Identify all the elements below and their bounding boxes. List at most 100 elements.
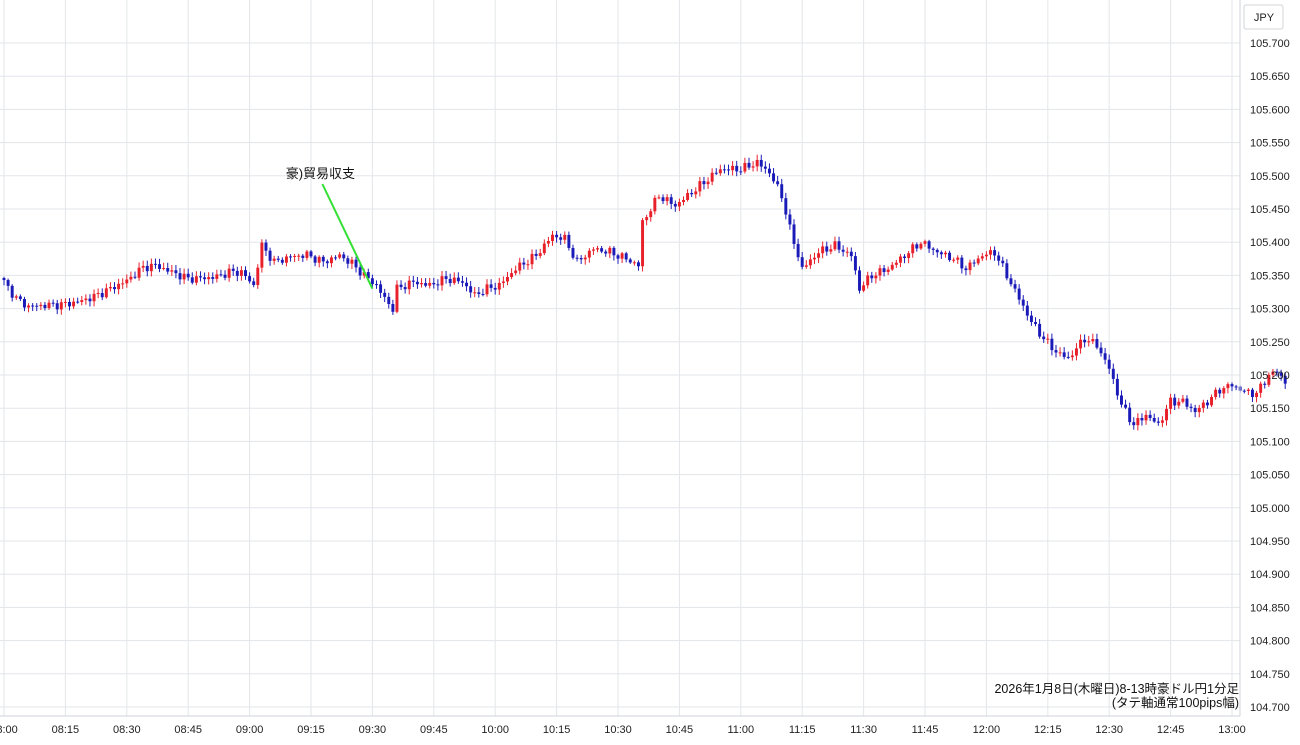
candle-body bbox=[1136, 418, 1140, 426]
symbol-box[interactable]: JPY bbox=[1243, 4, 1284, 30]
candle-body bbox=[939, 252, 943, 255]
candle-body bbox=[526, 264, 530, 266]
candle-body bbox=[63, 301, 67, 303]
candle-body bbox=[808, 259, 812, 266]
candle-body bbox=[542, 243, 546, 254]
candle-body bbox=[22, 298, 26, 308]
candle-body bbox=[354, 259, 358, 268]
candle-body bbox=[448, 278, 452, 284]
x-tick-label: 09:00 bbox=[236, 724, 264, 736]
candle-body bbox=[943, 252, 947, 255]
candle-body bbox=[297, 255, 301, 257]
candle-body bbox=[1160, 420, 1164, 423]
candle-body bbox=[596, 248, 600, 250]
candle-body bbox=[141, 265, 145, 268]
candle-body bbox=[162, 268, 166, 270]
candle-body bbox=[391, 304, 395, 312]
candle-body bbox=[39, 304, 43, 307]
candle-body bbox=[211, 277, 215, 279]
candle-body bbox=[710, 172, 714, 182]
candle-body bbox=[567, 234, 571, 248]
x-tick-label: 11:45 bbox=[912, 724, 939, 736]
y-tick-label: 105.200 bbox=[1250, 370, 1290, 382]
candle-body bbox=[882, 268, 886, 273]
candle-body bbox=[252, 281, 256, 286]
candle-body bbox=[1148, 414, 1152, 418]
candle-body bbox=[698, 181, 702, 192]
candle-body bbox=[825, 246, 829, 252]
candle-body bbox=[571, 247, 575, 258]
candle-body bbox=[1185, 398, 1189, 407]
candle-body bbox=[493, 287, 497, 290]
y-tick-label: 105.350 bbox=[1250, 270, 1290, 282]
candle-body bbox=[1103, 353, 1107, 360]
candle-body bbox=[370, 278, 374, 285]
candle-body bbox=[878, 268, 882, 276]
candle-body bbox=[199, 276, 202, 278]
candle-body bbox=[604, 251, 608, 254]
candle-body bbox=[989, 250, 992, 255]
candle-body bbox=[1124, 404, 1128, 408]
candle-body bbox=[501, 281, 505, 283]
candle-body bbox=[911, 244, 915, 254]
candles bbox=[2, 154, 1287, 431]
candle-body bbox=[1005, 263, 1009, 279]
candle-body bbox=[100, 293, 104, 298]
candle-body bbox=[1226, 384, 1230, 389]
candle-body bbox=[964, 268, 968, 271]
x-tick-label: 11:30 bbox=[850, 724, 877, 736]
candle-body bbox=[407, 280, 411, 290]
candle-body bbox=[1066, 356, 1070, 358]
candle-body bbox=[456, 277, 460, 282]
candle-body bbox=[1111, 368, 1115, 379]
candle-body bbox=[76, 301, 80, 303]
candle-body bbox=[890, 264, 894, 270]
candle-body bbox=[268, 250, 272, 261]
candle-body bbox=[10, 285, 14, 298]
symbol-label: JPY bbox=[1254, 12, 1275, 24]
candle-body bbox=[178, 273, 182, 280]
x-tick-label: 12:45 bbox=[1157, 724, 1185, 736]
candle-body bbox=[1099, 347, 1103, 354]
candle-body bbox=[1054, 350, 1058, 353]
candle-body bbox=[628, 259, 632, 263]
x-tick-label: 12:15 bbox=[1034, 724, 1062, 736]
candle-body bbox=[80, 300, 84, 303]
candle-body bbox=[452, 277, 456, 284]
x-tick-label: 10:00 bbox=[481, 724, 509, 736]
candle-body bbox=[722, 169, 726, 171]
candle-body bbox=[694, 191, 698, 195]
candle-body bbox=[51, 302, 55, 304]
candle-body bbox=[1189, 406, 1193, 408]
candle-body bbox=[829, 249, 833, 252]
y-tick-label: 105.250 bbox=[1250, 337, 1290, 349]
candle-body bbox=[329, 257, 333, 264]
candle-body bbox=[788, 214, 792, 225]
candle-body bbox=[301, 255, 305, 258]
candle-body bbox=[444, 276, 448, 279]
candle-body bbox=[1181, 398, 1185, 402]
candle-body bbox=[1070, 355, 1074, 358]
candle-body bbox=[350, 259, 354, 264]
candle-body bbox=[800, 257, 804, 267]
candle-body bbox=[1197, 407, 1201, 413]
candle-body bbox=[1156, 421, 1160, 423]
candle-body bbox=[636, 262, 640, 267]
y-tick-label: 104.700 bbox=[1250, 702, 1290, 714]
x-tick-label: 13:00 bbox=[1218, 724, 1246, 736]
candle-body bbox=[931, 248, 935, 250]
candle-body bbox=[559, 237, 563, 240]
candle-body bbox=[182, 273, 186, 280]
candle-body bbox=[743, 162, 747, 172]
candle-body bbox=[776, 181, 780, 185]
candle-body bbox=[469, 286, 473, 293]
candle-body bbox=[317, 256, 321, 263]
x-tick-label: 12:00 bbox=[973, 724, 1001, 736]
candle-body bbox=[817, 253, 821, 258]
candle-body bbox=[813, 257, 816, 260]
candle-body bbox=[1283, 375, 1287, 384]
candle-body bbox=[1074, 348, 1078, 356]
candle-body bbox=[215, 274, 219, 279]
candle-body bbox=[935, 249, 939, 253]
